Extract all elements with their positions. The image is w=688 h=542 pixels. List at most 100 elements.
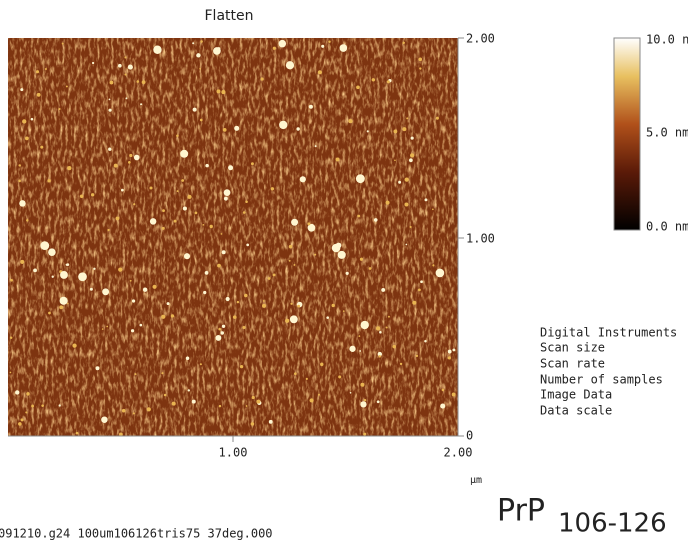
particle [261,78,264,81]
particle [388,316,390,318]
particle [402,42,404,44]
particle [256,400,260,404]
particle [133,412,135,414]
image-title: Flatten [205,8,254,24]
particle [286,61,294,69]
info-line: Number of samples [540,373,663,387]
particle [147,407,151,411]
particle [47,179,50,182]
particle [233,315,237,319]
particle [296,127,299,130]
particle [315,145,317,147]
particle [205,164,209,168]
particle [416,355,418,357]
particle [332,304,335,307]
particle [195,211,198,214]
particle [442,389,445,392]
particle [31,405,34,408]
particle [177,190,179,192]
particle [109,98,111,100]
particle [108,148,111,151]
particle [133,203,135,205]
particle [36,70,39,73]
particle [406,244,408,246]
particle [60,271,68,279]
particle [91,193,94,196]
particle [216,89,220,93]
particle [400,363,402,365]
particle [76,432,79,435]
info-line: Scan size [540,341,605,355]
particle [122,409,126,413]
particle [125,97,127,99]
particle [72,344,76,348]
particle [332,244,341,253]
particle [93,268,95,270]
particle [409,158,413,162]
particle [379,331,382,334]
particle [128,65,133,70]
particle [102,288,109,295]
particle [357,215,360,218]
particle [183,206,187,210]
screen: Flatten 2.00 1.00 0 1.00 2.00 µm 10.0 nm… [0,0,688,542]
particle [188,389,190,391]
particle [360,383,364,387]
particle [48,248,56,256]
particle [110,81,114,85]
particle [360,401,366,407]
particle [66,85,68,87]
particle [348,119,352,123]
particle [418,288,421,291]
particle [176,134,179,137]
particle [167,302,170,305]
particle [101,416,108,423]
particle [262,304,266,308]
particle [48,312,51,315]
particle [19,200,26,207]
particle [338,251,346,259]
axis-label: 1.00 [219,446,248,460]
particle [394,159,396,161]
particle [356,85,360,89]
particle [52,276,54,278]
particle [161,315,165,319]
particle [318,70,322,74]
particle [223,128,227,132]
particle [338,375,341,378]
particle [386,201,390,205]
particle [251,422,255,426]
particle [410,153,414,157]
particle [291,219,298,226]
particle [20,260,24,264]
particle [367,130,369,132]
particle [142,80,146,84]
particle [268,277,271,280]
particle [290,303,292,305]
particle [215,335,221,341]
particle [209,225,212,228]
particle [398,181,401,184]
particle [246,405,248,407]
particle [432,264,434,266]
sample-subscript: 106-126 [558,509,667,539]
particle [25,411,27,413]
particle [234,126,239,131]
particle [381,288,385,292]
particle [107,229,109,231]
info-panel: Digital Instruments Scan size Scan rate … [540,326,677,418]
particle [31,118,34,121]
axis-label: 0 [466,429,473,443]
particle [377,400,380,403]
particle [174,220,177,223]
particle [153,46,161,54]
particle [164,394,167,397]
particle [410,226,412,228]
particle [187,195,191,199]
particle [217,47,220,50]
particle [320,363,323,366]
particle [269,420,273,424]
particle [350,392,352,394]
particle [217,264,221,268]
particle [279,121,287,129]
